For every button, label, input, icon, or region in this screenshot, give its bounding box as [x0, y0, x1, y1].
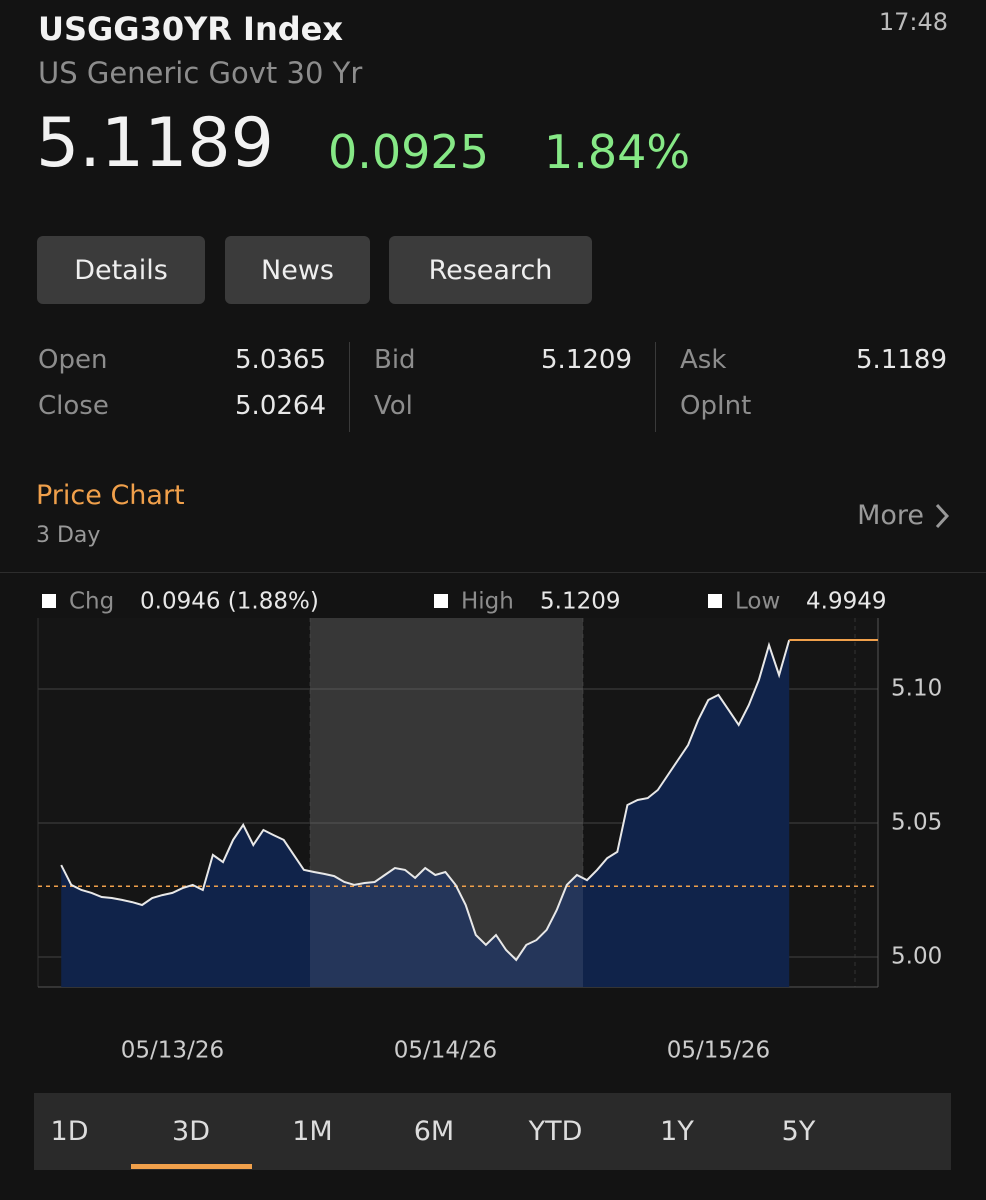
chevron — [935, 503, 950, 528]
separator — [0, 572, 986, 573]
legend-label: Low — [735, 589, 780, 615]
stat-label: Vol — [374, 391, 413, 421]
stat-label: Bid — [374, 345, 416, 375]
x-tick-label: 05/15/26 — [667, 1038, 770, 1064]
more-link[interactable]: More — [857, 500, 950, 531]
chart: Chg 0.0946 (1.88%) High 5.1209 Low 4.9949 5.00… — [37, 589, 942, 1064]
news-button[interactable]: News — [225, 236, 370, 304]
tab[interactable]: YTD — [528, 1115, 583, 1147]
y-tick-label: 5.00 — [891, 943, 942, 969]
legend-value: 0.0946 (1.88%) — [140, 589, 319, 615]
tab[interactable]: 5Y — [781, 1115, 816, 1147]
stat-label: Open — [38, 345, 108, 375]
legend-swatch — [42, 594, 56, 608]
subtitle: US Generic Govt 30 Yr — [38, 56, 363, 90]
day-band-overlay — [310, 618, 583, 987]
area — [61, 640, 790, 987]
x-tick-label: 05/14/26 — [394, 1038, 497, 1064]
time: 17:48 — [878, 8, 948, 36]
stat-label: Ask — [680, 345, 727, 375]
tab[interactable]: 3D — [172, 1115, 210, 1147]
y-tick-label: 5.10 — [891, 676, 942, 702]
y-tick-label: 5.05 — [891, 810, 942, 836]
more-text: More — [857, 500, 924, 531]
stat-label: Close — [38, 391, 109, 421]
price-line — [60, 639, 791, 962]
price: 5.1189 — [36, 104, 274, 183]
section-subtitle: 3 Day — [36, 523, 101, 548]
legend-value: 4.9949 — [806, 589, 886, 615]
legend-label: Chg — [69, 589, 114, 615]
tab[interactable]: 1M — [292, 1115, 333, 1147]
legend-swatch — [708, 594, 722, 608]
change-percent: 1.84% — [544, 125, 691, 179]
title: USGG30YR Index — [38, 10, 343, 48]
section-title: Price Chart — [36, 480, 185, 511]
stat-value: 5.1189 — [856, 345, 947, 375]
stat-value: 5.1209 — [541, 345, 632, 375]
tab[interactable]: 6M — [413, 1115, 455, 1147]
tab[interactable]: 1Y — [660, 1115, 694, 1147]
research-button[interactable]: Research — [389, 236, 592, 304]
stat-value: 5.0365 — [235, 345, 326, 375]
change: 0.0925 — [328, 125, 489, 179]
divider — [655, 342, 656, 432]
stat-value: 5.0264 — [235, 391, 326, 421]
legend-swatch — [434, 594, 448, 608]
tab[interactable]: 1D — [50, 1115, 89, 1147]
divider — [349, 342, 350, 432]
stat-label: OpInt — [680, 391, 752, 421]
x-tick-label: 05/13/26 — [121, 1038, 224, 1064]
legend-label: High — [461, 589, 514, 615]
tab-indicator — [130, 1164, 252, 1169]
details-button[interactable]: Details — [37, 236, 205, 304]
legend-value: 5.1209 — [540, 589, 620, 615]
tab-bar — [34, 1093, 951, 1170]
